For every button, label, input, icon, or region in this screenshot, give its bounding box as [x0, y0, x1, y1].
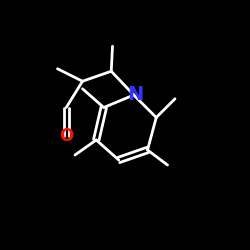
Text: N: N	[127, 85, 143, 104]
Text: O: O	[59, 127, 74, 145]
